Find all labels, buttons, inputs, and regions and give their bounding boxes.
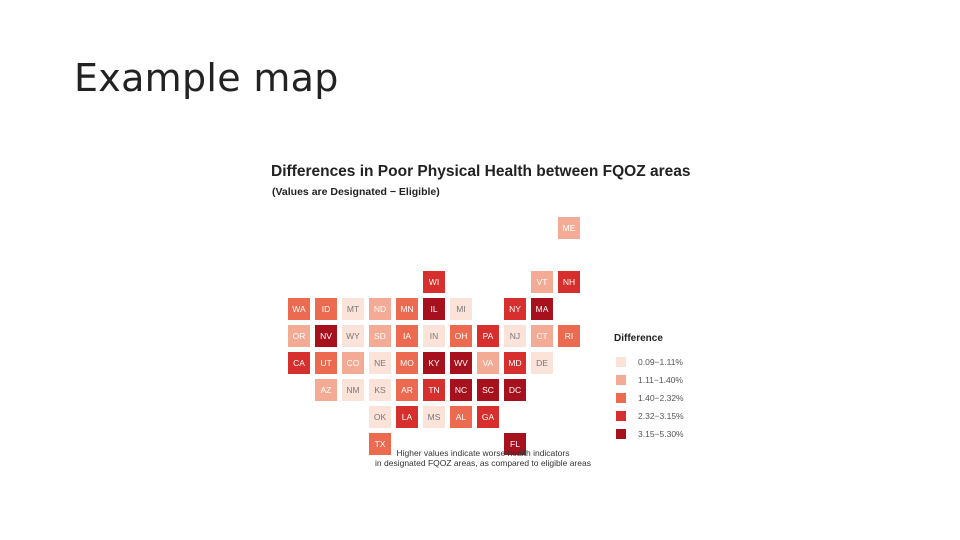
state-tile-fl: FL bbox=[504, 433, 526, 455]
legend-swatch bbox=[616, 393, 626, 403]
state-tile-mi: MI bbox=[450, 298, 472, 320]
state-tile-ma: MA bbox=[531, 298, 553, 320]
state-tile-in: IN bbox=[423, 325, 445, 347]
slide-title: Example map bbox=[74, 56, 339, 100]
state-tile-ar: AR bbox=[396, 379, 418, 401]
state-tile-ut: UT bbox=[315, 352, 337, 374]
legend-item: 3.15−5.30% bbox=[614, 425, 684, 443]
legend-swatch bbox=[616, 375, 626, 385]
state-tile-ia: IA bbox=[396, 325, 418, 347]
state-tile-ms: MS bbox=[423, 406, 445, 428]
state-tile-nh: NH bbox=[558, 271, 580, 293]
state-tile-wi: WI bbox=[423, 271, 445, 293]
state-tile-me: ME bbox=[558, 217, 580, 239]
state-tile-nc: NC bbox=[450, 379, 472, 401]
state-tile-ga: GA bbox=[477, 406, 499, 428]
legend-label: 3.15−5.30% bbox=[638, 429, 684, 439]
state-tile-pa: PA bbox=[477, 325, 499, 347]
state-tile-ny: NY bbox=[504, 298, 526, 320]
legend-swatch bbox=[616, 411, 626, 421]
legend-swatch bbox=[616, 357, 626, 367]
map-caption: Higher values indicate worse health indi… bbox=[330, 448, 636, 468]
state-tile-mn: MN bbox=[396, 298, 418, 320]
state-tile-ri: RI bbox=[558, 325, 580, 347]
state-tile-nv: NV bbox=[315, 325, 337, 347]
state-tile-vt: VT bbox=[531, 271, 553, 293]
state-tile-mo: MO bbox=[396, 352, 418, 374]
legend-swatch bbox=[616, 429, 626, 439]
legend-items: 0.09−1.11% 1.11−1.40% 1.40−2.32% 2.32−3.15%… bbox=[614, 353, 684, 443]
state-tile-nj: NJ bbox=[504, 325, 526, 347]
state-tile-nd: ND bbox=[369, 298, 391, 320]
legend-title: Difference bbox=[614, 333, 663, 344]
legend: Difference 0.09−1.11% 1.11−1.40% 1.40−2.32… bbox=[614, 333, 684, 443]
state-tile-ct: CT bbox=[531, 325, 553, 347]
caption-line-1: Higher values indicate worse health indi… bbox=[396, 448, 570, 458]
caption-line-2: in designated FQOZ areas, as compared to… bbox=[375, 458, 591, 468]
state-tile-co: CO bbox=[342, 352, 364, 374]
state-tile-ca: CA bbox=[288, 352, 310, 374]
state-tile-id: ID bbox=[315, 298, 337, 320]
state-tile-sd: SD bbox=[369, 325, 391, 347]
legend-label: 2.32−3.15% bbox=[638, 411, 684, 421]
state-tile-tn: TN bbox=[423, 379, 445, 401]
state-tile-sc: SC bbox=[477, 379, 499, 401]
legend-label: 0.09−1.11% bbox=[638, 357, 683, 367]
state-tile-oh: OH bbox=[450, 325, 472, 347]
state-tile-wy: WY bbox=[342, 325, 364, 347]
state-tile-la: LA bbox=[396, 406, 418, 428]
legend-item: 1.11−1.40% bbox=[614, 371, 684, 389]
state-tile-ok: OK bbox=[369, 406, 391, 428]
state-tile-az: AZ bbox=[315, 379, 337, 401]
legend-item: 0.09−1.11% bbox=[614, 353, 684, 371]
state-tile-al: AL bbox=[450, 406, 472, 428]
state-tile-wa: WA bbox=[288, 298, 310, 320]
legend-label: 1.40−2.32% bbox=[638, 393, 684, 403]
legend-label: 1.11−1.40% bbox=[638, 375, 683, 385]
state-tile-or: OR bbox=[288, 325, 310, 347]
state-tile-md: MD bbox=[504, 352, 526, 374]
state-tile-mt: MT bbox=[342, 298, 364, 320]
legend-item: 2.32−3.15% bbox=[614, 407, 684, 425]
state-tile-dc: DC bbox=[504, 379, 526, 401]
state-tile-ky: KY bbox=[423, 352, 445, 374]
legend-item: 1.40−2.32% bbox=[614, 389, 684, 407]
state-tile-tx: TX bbox=[369, 433, 391, 455]
state-tile-nm: NM bbox=[342, 379, 364, 401]
state-tile-ne: NE bbox=[369, 352, 391, 374]
map-title: Differences in Poor Physical Health betw… bbox=[271, 163, 691, 180]
state-tile-il: IL bbox=[423, 298, 445, 320]
map-subtitle: (Values are Designated − Eligible) bbox=[272, 186, 440, 198]
state-tile-wv: WV bbox=[450, 352, 472, 374]
state-tile-ks: KS bbox=[369, 379, 391, 401]
state-tile-de: DE bbox=[531, 352, 553, 374]
state-tile-va: VA bbox=[477, 352, 499, 374]
